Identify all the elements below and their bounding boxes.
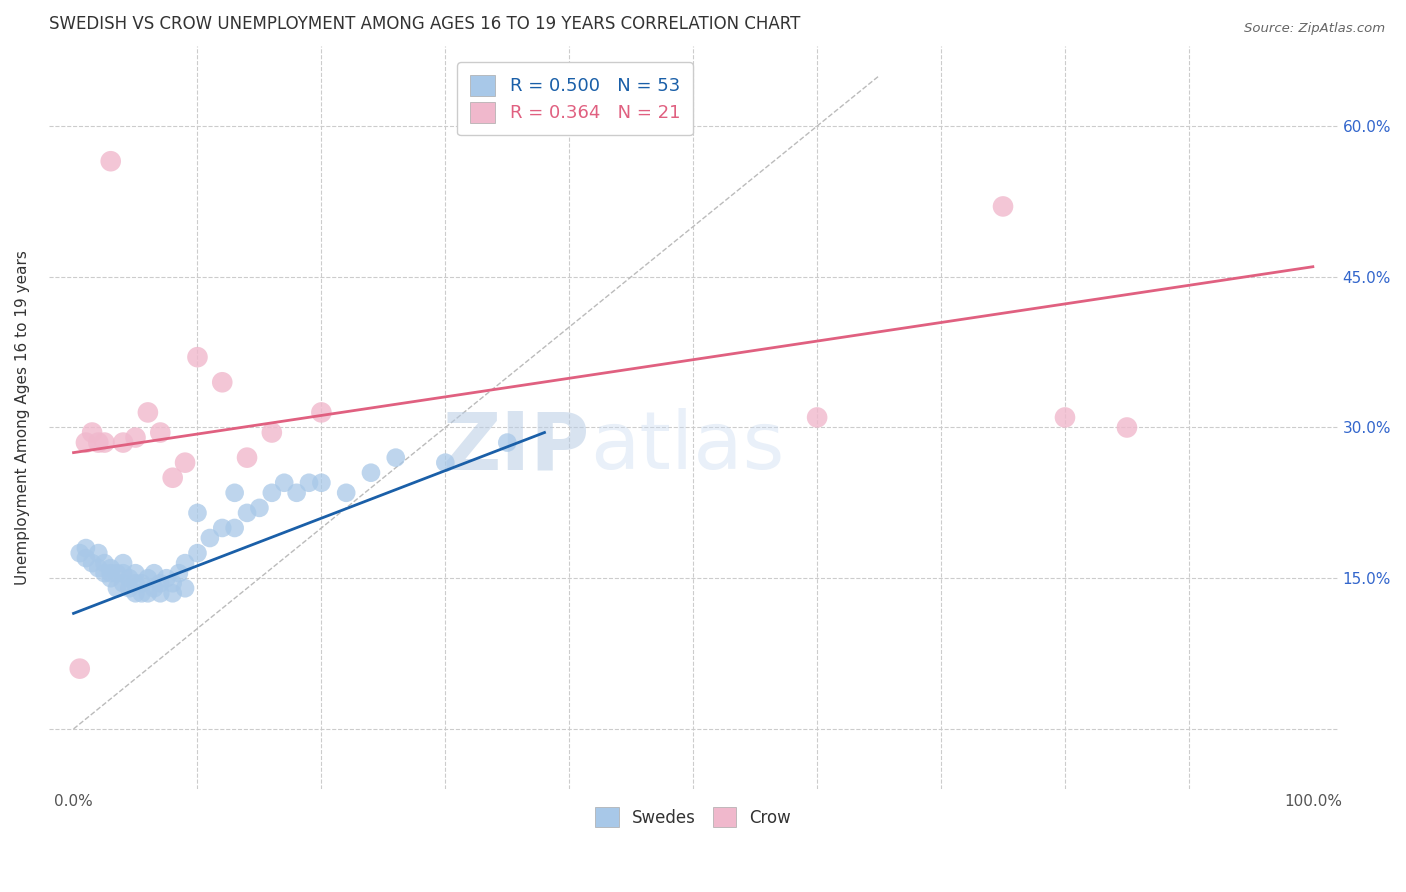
- Point: [124, 566, 146, 581]
- Point: [136, 405, 159, 419]
- Point: [143, 566, 166, 581]
- Point: [236, 506, 259, 520]
- Text: atlas: atlas: [591, 409, 785, 486]
- Point: [93, 566, 115, 581]
- Point: [124, 586, 146, 600]
- Point: [211, 521, 233, 535]
- Point: [124, 431, 146, 445]
- Point: [112, 556, 135, 570]
- Point: [311, 405, 333, 419]
- Point: [174, 456, 197, 470]
- Point: [162, 471, 184, 485]
- Point: [298, 475, 321, 490]
- Point: [496, 435, 519, 450]
- Point: [211, 376, 233, 390]
- Point: [87, 546, 110, 560]
- Point: [434, 456, 457, 470]
- Point: [136, 586, 159, 600]
- Point: [224, 521, 246, 535]
- Point: [260, 485, 283, 500]
- Point: [162, 576, 184, 591]
- Point: [75, 435, 97, 450]
- Point: [112, 435, 135, 450]
- Point: [105, 581, 128, 595]
- Point: [335, 485, 357, 500]
- Point: [118, 581, 141, 595]
- Text: Source: ZipAtlas.com: Source: ZipAtlas.com: [1244, 22, 1385, 36]
- Point: [991, 199, 1014, 213]
- Point: [311, 475, 333, 490]
- Point: [186, 546, 208, 560]
- Point: [285, 485, 308, 500]
- Legend: Swedes, Crow: Swedes, Crow: [585, 797, 801, 837]
- Point: [143, 581, 166, 595]
- Text: ZIP: ZIP: [443, 409, 591, 486]
- Point: [198, 531, 221, 545]
- Point: [360, 466, 382, 480]
- Point: [1116, 420, 1139, 434]
- Point: [186, 506, 208, 520]
- Point: [273, 475, 295, 490]
- Point: [93, 435, 115, 450]
- Point: [149, 576, 172, 591]
- Point: [149, 586, 172, 600]
- Point: [75, 551, 97, 566]
- Point: [82, 425, 104, 440]
- Point: [100, 566, 122, 581]
- Point: [131, 576, 153, 591]
- Point: [69, 546, 91, 560]
- Point: [174, 556, 197, 570]
- Text: SWEDISH VS CROW UNEMPLOYMENT AMONG AGES 16 TO 19 YEARS CORRELATION CHART: SWEDISH VS CROW UNEMPLOYMENT AMONG AGES …: [49, 15, 800, 33]
- Point: [1053, 410, 1076, 425]
- Point: [136, 571, 159, 585]
- Point: [162, 586, 184, 600]
- Point: [75, 541, 97, 555]
- Point: [69, 662, 91, 676]
- Point: [100, 154, 122, 169]
- Y-axis label: Unemployment Among Ages 16 to 19 years: Unemployment Among Ages 16 to 19 years: [15, 250, 30, 585]
- Point: [224, 485, 246, 500]
- Point: [105, 566, 128, 581]
- Point: [167, 566, 190, 581]
- Point: [100, 571, 122, 585]
- Point: [93, 556, 115, 570]
- Point: [186, 350, 208, 364]
- Point: [100, 561, 122, 575]
- Point: [155, 571, 177, 585]
- Point: [112, 576, 135, 591]
- Point: [131, 586, 153, 600]
- Point: [384, 450, 406, 465]
- Point: [174, 581, 197, 595]
- Point: [249, 500, 271, 515]
- Point: [87, 435, 110, 450]
- Point: [82, 556, 104, 570]
- Point: [124, 576, 146, 591]
- Point: [112, 566, 135, 581]
- Point: [118, 571, 141, 585]
- Point: [87, 561, 110, 575]
- Point: [806, 410, 828, 425]
- Point: [260, 425, 283, 440]
- Point: [236, 450, 259, 465]
- Point: [149, 425, 172, 440]
